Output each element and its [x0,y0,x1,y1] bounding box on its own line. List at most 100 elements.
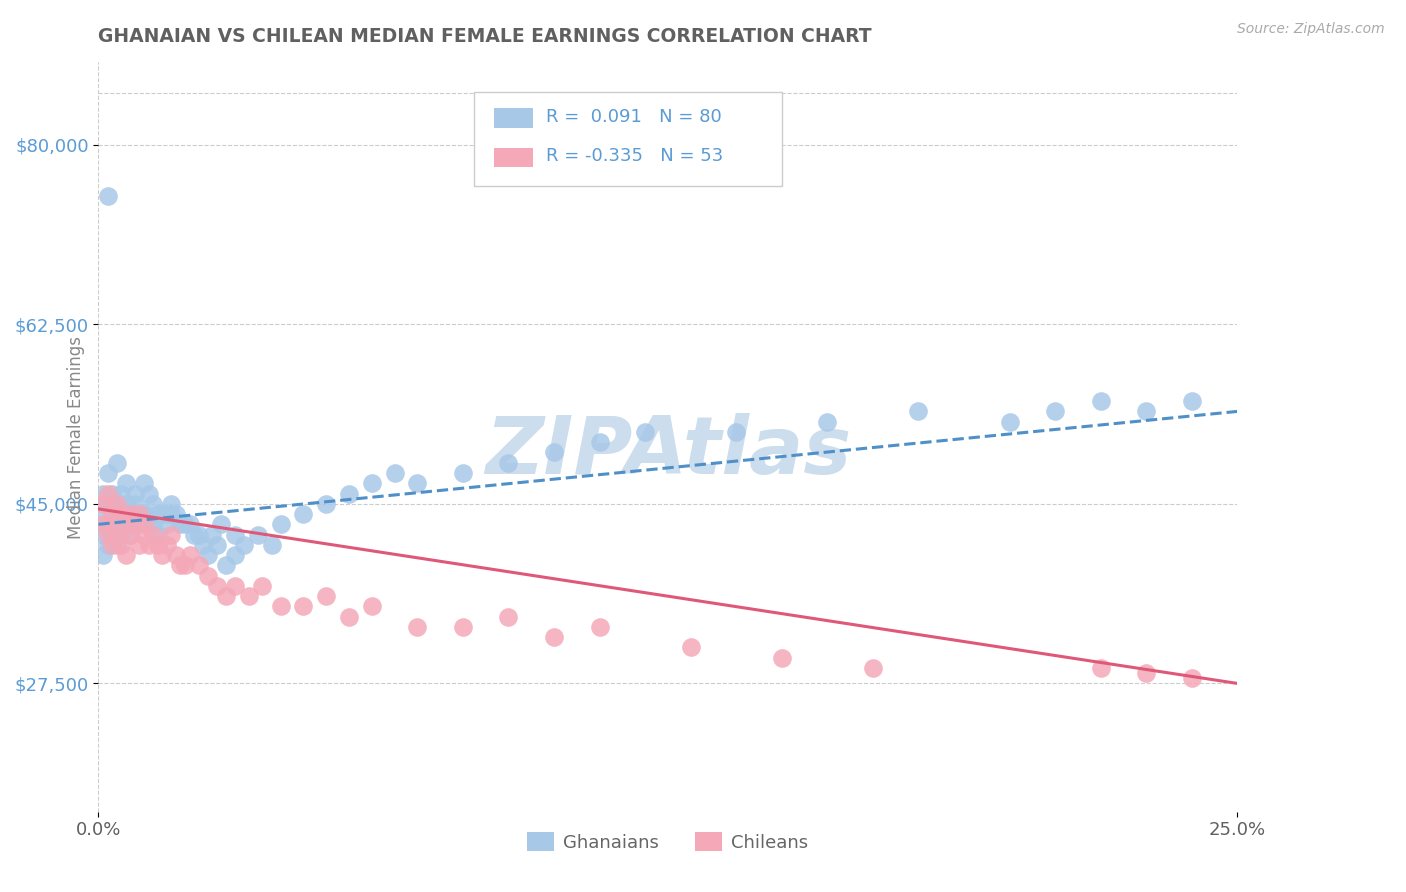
Point [246,527,269,541]
Text: Source: ZipAtlas.com: Source: ZipAtlas.com [1237,22,1385,37]
Text: R =  0.091   N = 80: R = 0.091 N = 80 [546,108,721,126]
Point [101,507,124,521]
Point [1181,671,1204,685]
Point [110,517,132,532]
Point [224,579,246,593]
Point [156,538,179,552]
Point [105,538,128,552]
Point [96,486,118,500]
Point [498,609,520,624]
Point [174,517,197,532]
Point [1090,661,1112,675]
Text: ZIPAtlas: ZIPAtlas [485,413,851,491]
Point [183,527,205,541]
Point [224,527,246,541]
Point [588,435,610,450]
Point [1090,394,1112,409]
Point [128,507,150,521]
Point [124,486,146,500]
Point [142,517,165,532]
Point [205,538,228,552]
Point [1135,404,1157,418]
Point [215,558,238,573]
FancyBboxPatch shape [494,108,533,128]
Point [105,517,128,532]
Point [110,527,132,541]
Point [634,425,657,439]
Point [120,527,142,541]
Point [160,497,183,511]
Point [270,599,292,614]
Point [160,507,183,521]
Point [406,476,429,491]
Point [142,497,165,511]
Point [679,640,702,655]
Point [114,517,136,532]
Point [179,517,201,532]
Point [337,486,360,500]
Point [146,538,169,552]
Point [238,589,260,603]
Point [150,507,173,521]
FancyBboxPatch shape [474,93,782,186]
Point [224,548,246,562]
Point [101,527,124,541]
Point [110,507,132,521]
Point [96,466,118,480]
Point [91,497,114,511]
Point [105,497,128,511]
Point [260,538,283,552]
Point [146,507,169,521]
Point [128,517,150,532]
Point [165,507,187,521]
Point [862,661,884,675]
Point [588,620,610,634]
Point [124,517,146,532]
Point [725,425,748,439]
Point [128,507,150,521]
Point [160,527,183,541]
Point [165,548,187,562]
Point [360,476,382,491]
Point [120,507,142,521]
Point [197,568,219,582]
Point [110,486,132,500]
Point [101,538,124,552]
Point [120,527,142,541]
Point [498,456,520,470]
Point [174,558,197,573]
Point [132,517,155,532]
Point [128,538,150,552]
Point [96,527,118,541]
Point [96,189,118,203]
Point [406,620,429,634]
Point [156,517,179,532]
Point [1043,404,1066,418]
Point [132,476,155,491]
Point [543,445,565,459]
Point [96,517,118,532]
Point [169,517,191,532]
Point [138,517,160,532]
Point [120,507,142,521]
Point [91,527,114,541]
Point [114,476,136,491]
Point [105,456,128,470]
Point [770,650,793,665]
Point [142,527,165,541]
Point [91,548,114,562]
Point [201,527,224,541]
FancyBboxPatch shape [494,148,533,168]
Text: R = -0.335   N = 53: R = -0.335 N = 53 [546,147,723,165]
Point [315,497,337,511]
Point [101,486,124,500]
Y-axis label: Median Female Earnings: Median Female Earnings [66,335,84,539]
Point [270,517,292,532]
Point [907,404,929,418]
Point [252,579,274,593]
Point [179,548,201,562]
Point [187,527,209,541]
Point [146,527,169,541]
Point [292,599,315,614]
Point [91,507,114,521]
